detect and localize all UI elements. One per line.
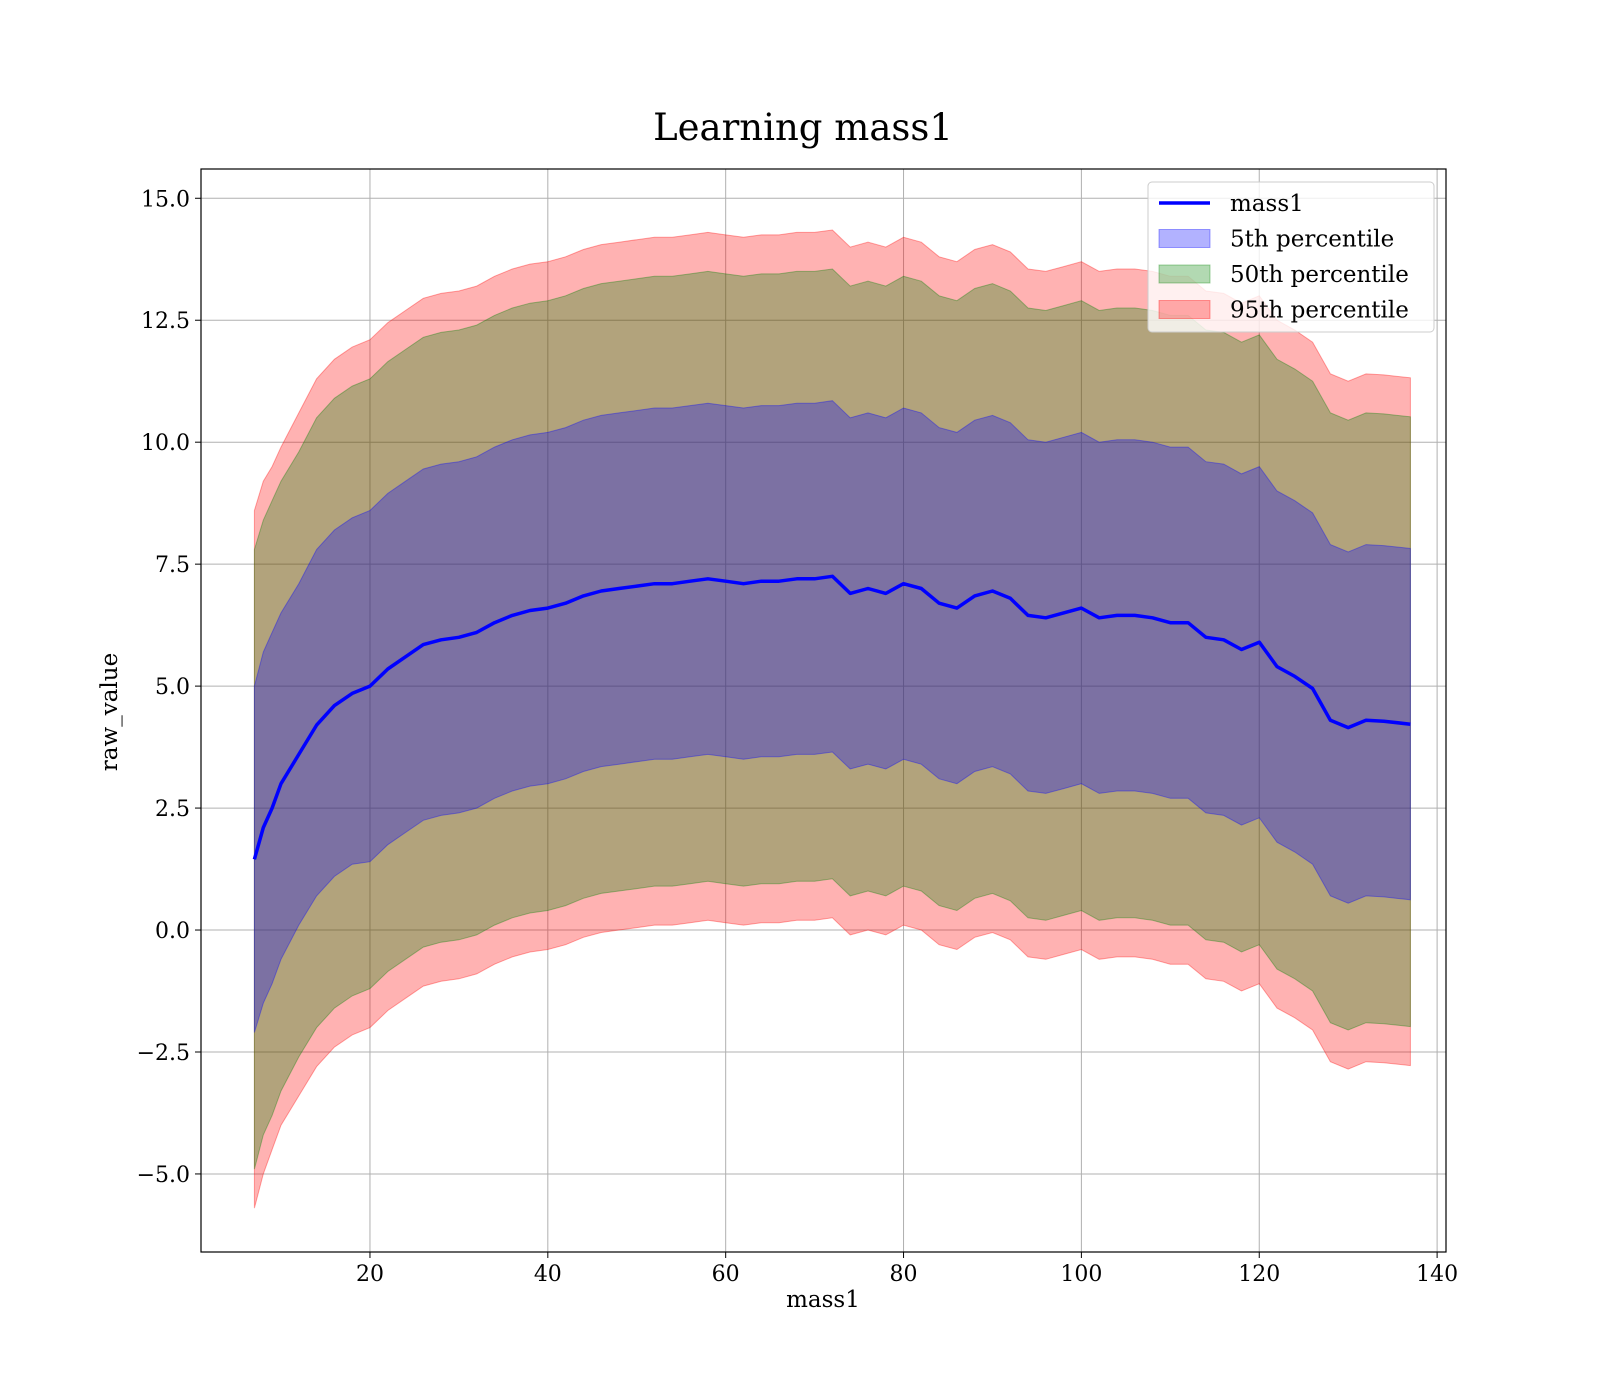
band-95th-percentile <box>253 229 1411 1209</box>
y-tick-label: −2.5 <box>137 1041 190 1066</box>
percentile-bands <box>253 229 1411 1209</box>
x-tick-label: 140 <box>1416 1262 1458 1287</box>
y-axis-label: raw_value <box>97 653 123 771</box>
x-axis-label: mass1 <box>786 1287 860 1313</box>
legend-label: 5th percentile <box>1230 227 1394 253</box>
legend-swatch-patch <box>1158 264 1211 284</box>
y-tick-label: 10.0 <box>141 431 190 456</box>
grid-lines <box>201 169 1446 1252</box>
legend-swatch-patch <box>1158 229 1211 248</box>
y-tick-label: −5.0 <box>137 1163 190 1188</box>
band-5th-percentile <box>253 400 1411 1033</box>
series-line-mass1 <box>252 574 1411 860</box>
band-50th-percentile <box>253 268 1411 1170</box>
plot-frame <box>200 168 1447 1253</box>
y-axis-ticks: −5.0 −2.5 0.0 2.5 5.0 7.5 10.0 12.5 15.0 <box>137 187 201 1188</box>
legend: mass1 5th percentile 50th percentile 95th p… <box>1147 181 1435 333</box>
x-tick-label: 80 <box>890 1262 918 1287</box>
legend-label: 50th percentile <box>1230 262 1409 288</box>
x-tick-label: 120 <box>1238 1262 1280 1287</box>
x-tick-label: 40 <box>534 1262 562 1287</box>
y-tick-label: 12.5 <box>141 309 190 334</box>
legend-label: 95th percentile <box>1230 298 1409 324</box>
x-tick-label: 20 <box>356 1262 384 1287</box>
y-tick-label: 2.5 <box>155 797 190 822</box>
x-axis-ticks: 20 40 60 80 100 120 140 <box>356 1252 1458 1287</box>
x-tick-label: 100 <box>1060 1262 1102 1287</box>
y-tick-label: 0.0 <box>155 919 190 944</box>
y-tick-label: 15.0 <box>141 187 190 212</box>
legend-box <box>1147 181 1435 333</box>
x-tick-label: 60 <box>712 1262 740 1287</box>
legend-swatch-patch <box>1158 300 1211 319</box>
series-lines <box>252 574 1411 860</box>
y-tick-label: 7.5 <box>155 553 190 578</box>
legend-label: mass1 <box>1230 191 1304 217</box>
y-tick-label: 5.0 <box>155 675 190 700</box>
chart-title: Learning mass1 <box>653 106 953 149</box>
